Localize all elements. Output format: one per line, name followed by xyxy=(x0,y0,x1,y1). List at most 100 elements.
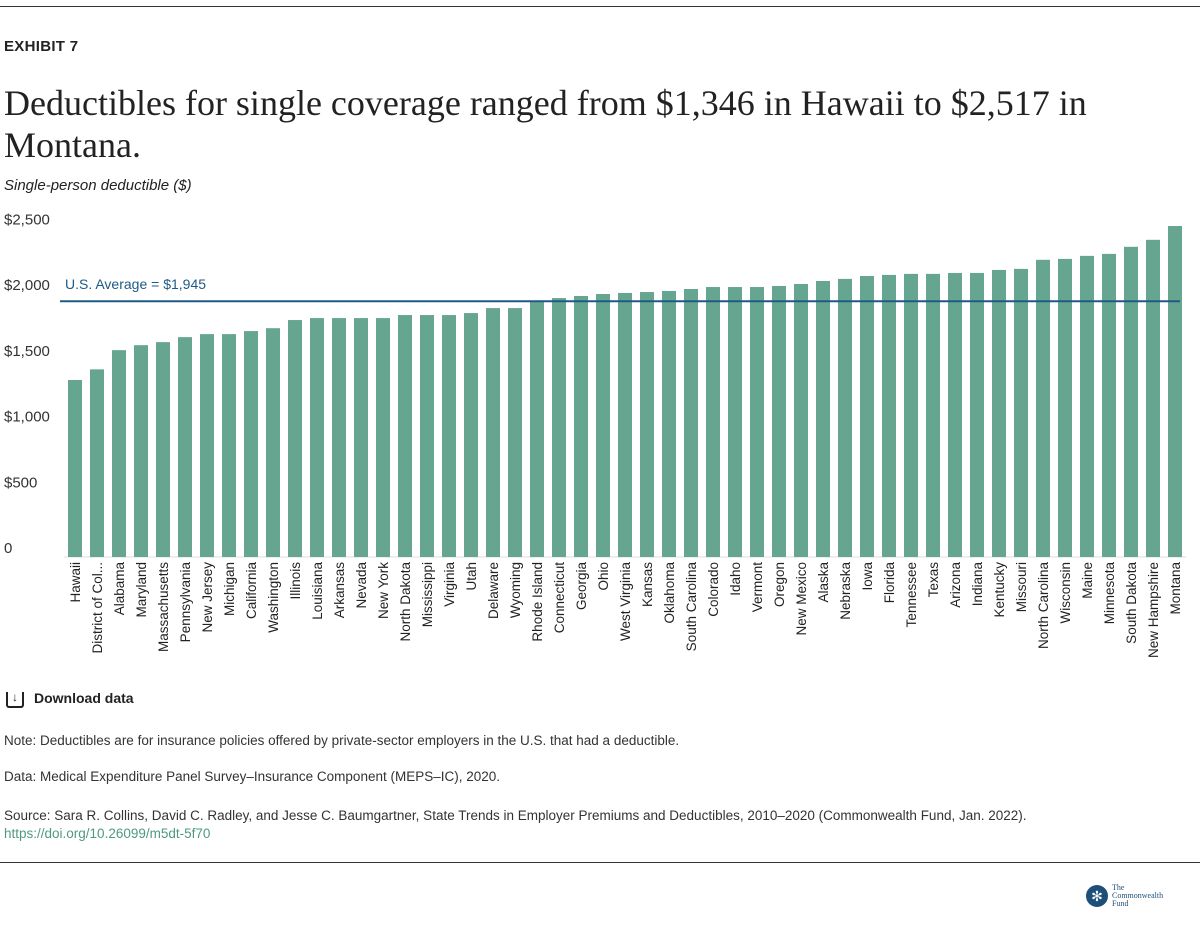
bar xyxy=(244,331,258,557)
y-tick-label: $2,000 xyxy=(4,277,50,294)
x-tick-label: Kentucky xyxy=(992,562,1007,618)
x-tick-label: Maryland xyxy=(134,562,149,618)
bar xyxy=(266,328,280,557)
x-tick-label: Utah xyxy=(464,562,479,591)
x-tick-label: Pennsylvania xyxy=(178,562,193,643)
x-tick-label: Maine xyxy=(1080,562,1095,599)
logo-seal-icon: ✻ xyxy=(1086,885,1108,907)
x-tick-label: Ohio xyxy=(596,562,611,591)
x-tick-label: Missouri xyxy=(1014,562,1029,612)
y-tick-label: $1,000 xyxy=(4,409,50,426)
x-tick-label: Michigan xyxy=(222,562,237,616)
bar xyxy=(970,272,984,557)
bar xyxy=(222,334,236,557)
bar xyxy=(1014,268,1028,557)
bar xyxy=(926,273,940,557)
bar xyxy=(156,342,170,557)
y-tick-label: $500 xyxy=(4,474,37,491)
x-tick-label: Illinois xyxy=(288,562,303,600)
bar xyxy=(882,274,896,557)
x-tick-label: Montana xyxy=(1168,562,1183,615)
bar xyxy=(1036,259,1050,557)
x-tick-label: Arkansas xyxy=(332,562,347,619)
x-tick-label: Nebraska xyxy=(838,562,853,620)
x-tick-label: Nevada xyxy=(354,562,369,609)
x-tick-label: Alabama xyxy=(112,562,127,616)
x-tick-label: Delaware xyxy=(486,562,501,619)
x-tick-label: Louisiana xyxy=(310,562,325,620)
bar xyxy=(706,287,720,557)
x-tick-label: Colorado xyxy=(706,562,721,617)
y-tick-label: $1,500 xyxy=(4,343,50,360)
bar xyxy=(992,269,1006,557)
x-tick-label: Georgia xyxy=(574,562,589,611)
x-tick-label: California xyxy=(244,562,259,620)
bar xyxy=(530,300,544,557)
bar xyxy=(618,292,632,557)
x-tick-label: Wyoming xyxy=(508,562,523,618)
x-tick-label: Texas xyxy=(926,562,941,598)
bar xyxy=(354,318,368,557)
bar xyxy=(662,290,676,557)
doi-link[interactable]: https://doi.org/10.26099/m5dt-5f70 xyxy=(4,826,211,841)
bottom-rule xyxy=(0,862,1200,863)
x-tick-label: Wisconsin xyxy=(1058,562,1073,624)
y-tick-label: 0 xyxy=(4,540,12,557)
download-label: Download data xyxy=(34,690,134,706)
bar xyxy=(178,337,192,557)
x-tick-label: Arizona xyxy=(948,562,963,608)
bar xyxy=(904,273,918,557)
x-tick-label: Washington xyxy=(266,562,281,633)
x-tick-label: South Dakota xyxy=(1124,562,1139,644)
download-icon: ↓ xyxy=(6,691,24,708)
bar xyxy=(134,345,148,557)
source-citation: Source: Sara R. Collins, David C. Radley… xyxy=(4,807,1027,843)
bar xyxy=(508,308,522,557)
bar xyxy=(1146,239,1160,557)
bar xyxy=(596,294,610,557)
bar xyxy=(640,292,654,557)
bar xyxy=(310,318,324,557)
bar xyxy=(420,315,434,557)
bar-chart: 0 $500 $1,000 $1,500 $2,000 $2,500 Hawaii Distr… xyxy=(4,211,1186,658)
bar xyxy=(442,315,456,557)
bar xyxy=(68,380,82,557)
exhibit-label: EXHIBIT 7 xyxy=(4,38,79,55)
x-tick-label: South Carolina xyxy=(684,562,699,652)
x-tick-label: New Mexico xyxy=(794,562,809,636)
source-text: Source: Sara R. Collins, David C. Radley… xyxy=(4,808,1027,823)
bar xyxy=(948,272,962,557)
x-tick-label: North Carolina xyxy=(1036,562,1051,650)
x-tick-label: West Virginia xyxy=(618,562,633,642)
bar xyxy=(1058,258,1072,557)
bar xyxy=(200,334,214,557)
top-rule xyxy=(0,6,1200,7)
x-tick-label: North Dakota xyxy=(398,562,413,642)
bar xyxy=(332,318,346,557)
bar xyxy=(1102,253,1116,557)
bar xyxy=(574,295,588,557)
data-source: Data: Medical Expenditure Panel Survey–I… xyxy=(4,769,501,784)
note: Note: Deductibles are for insurance poli… xyxy=(4,733,680,748)
download-data-button[interactable]: ↓ Download data xyxy=(6,690,134,708)
x-tick-label: Oregon xyxy=(772,562,787,607)
x-tick-label: District of Col... xyxy=(90,562,105,654)
bar xyxy=(398,315,412,557)
chart-title: Deductibles for single coverage ranged f… xyxy=(4,83,1087,165)
x-tick-label: Massachusetts xyxy=(156,562,171,652)
y-axis-label: Single-person deductible ($) xyxy=(4,177,192,194)
bar xyxy=(464,313,478,557)
x-tick-label: Tennessee xyxy=(904,562,919,627)
bar xyxy=(860,275,874,557)
x-tick-label: Indiana xyxy=(970,562,985,607)
average-label: U.S. Average = $1,945 xyxy=(65,276,206,292)
bar xyxy=(1080,255,1094,558)
x-tick-label: Mississippi xyxy=(420,562,435,627)
bar xyxy=(112,350,126,557)
x-tick-label: Vermont xyxy=(750,562,765,613)
x-tick-label: Minnesota xyxy=(1102,562,1117,625)
x-tick-label: Kansas xyxy=(640,562,655,607)
x-tick-label: Oklahoma xyxy=(662,562,677,624)
bar xyxy=(376,318,390,557)
bar xyxy=(794,284,808,557)
